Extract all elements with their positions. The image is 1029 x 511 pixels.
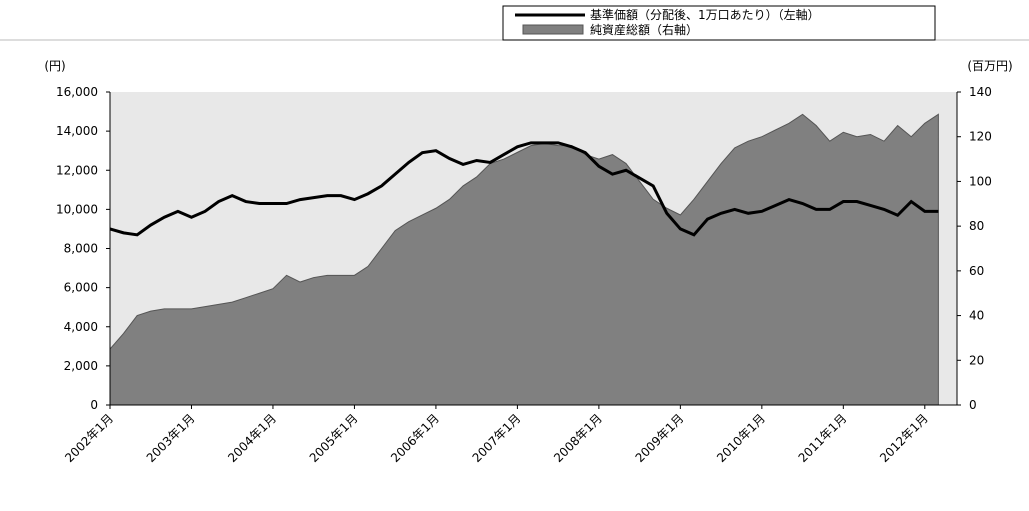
y-tick-label: 6,000 xyxy=(64,281,98,295)
y-tick-label: 4,000 xyxy=(64,320,98,334)
line xyxy=(109,141,939,237)
x-tick-label: 2007年1月 xyxy=(470,411,524,465)
y2-axis-label: (百万円) xyxy=(967,59,1012,73)
y2-tick-label: 0 xyxy=(969,398,977,412)
y-tick-label: 10,000 xyxy=(56,202,98,216)
x-tick-label: 2005年1月 xyxy=(307,411,361,465)
y-tick-label: 12,000 xyxy=(56,163,98,177)
y2-tick-label: 80 xyxy=(969,219,984,233)
y2-tick-label: 40 xyxy=(969,309,984,323)
legend-label: 基準価額（分配後、1万口あたり）（左軸） xyxy=(590,7,820,22)
x-tick-label: 2002年1月 xyxy=(62,411,116,465)
y-tick-label: 14,000 xyxy=(56,124,98,138)
x-tick-label: 2009年1月 xyxy=(633,411,687,465)
y2-tick-label: 100 xyxy=(969,174,992,188)
y-tick-label: 0 xyxy=(90,398,98,412)
x-tick-label: 2008年1月 xyxy=(551,411,605,465)
x-tick-label: 2012年1月 xyxy=(877,411,931,465)
x-tick-label: 2010年1月 xyxy=(714,411,768,465)
y2-tick-label: 20 xyxy=(969,353,984,367)
area xyxy=(109,113,939,406)
y2-tick-label: 120 xyxy=(969,130,992,144)
y-tick-label: 16,000 xyxy=(56,85,98,99)
x-tick-label: 2011年1月 xyxy=(796,411,850,465)
y-tick-label: 2,000 xyxy=(64,359,98,373)
y2-tick-label: 60 xyxy=(969,264,984,278)
y-tick-label: 8,000 xyxy=(64,242,98,256)
x-tick-label: 2004年1月 xyxy=(225,411,279,465)
y2-tick-label: 140 xyxy=(969,85,992,99)
x-tick-label: 2006年1月 xyxy=(388,411,442,465)
y-axis-label: (円) xyxy=(44,59,65,73)
legend-label: 純資産総額（右軸） xyxy=(590,22,698,37)
x-tick-label: 2003年1月 xyxy=(144,411,198,465)
legend-swatch xyxy=(522,24,584,35)
